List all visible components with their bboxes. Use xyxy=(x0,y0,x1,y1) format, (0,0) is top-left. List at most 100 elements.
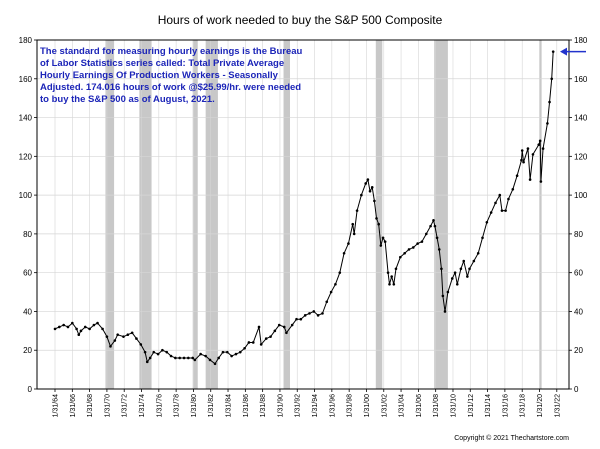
arrow-head xyxy=(560,47,567,56)
x-tick-label: 1/31/02 xyxy=(381,394,388,417)
y-tick-label-left: 20 xyxy=(23,346,32,355)
y-tick-label-right: 160 xyxy=(574,75,588,84)
annotation-line: The standard for measuring hourly earnin… xyxy=(40,46,303,57)
annotation-line: to buy the S&P 500 as of August, 2021. xyxy=(40,94,215,105)
data-point xyxy=(295,317,298,321)
x-tick-label: 1/31/88 xyxy=(260,394,267,417)
data-point xyxy=(101,327,104,331)
data-point xyxy=(193,358,197,362)
x-tick-label: 1/31/00 xyxy=(364,394,371,417)
data-point xyxy=(528,178,532,181)
data-point xyxy=(285,331,288,335)
recession-band-5 xyxy=(283,40,290,389)
data-point xyxy=(329,290,333,294)
x-tick-label: 1/31/06 xyxy=(416,394,423,417)
data-point xyxy=(165,350,169,354)
data-point xyxy=(515,174,519,178)
data-point xyxy=(494,201,497,205)
data-point xyxy=(191,356,194,360)
data-point xyxy=(424,232,428,236)
data-point xyxy=(79,329,83,333)
x-tick-label: 1/31/80 xyxy=(191,394,198,417)
y-tick-label-right: 0 xyxy=(574,385,579,394)
y-tick-label-left: 180 xyxy=(19,36,33,45)
x-tick-label: 1/31/20 xyxy=(537,394,544,417)
data-point xyxy=(364,182,368,185)
data-point xyxy=(548,100,551,104)
x-tick-label: 1/31/94 xyxy=(312,394,319,417)
x-tick-label: 1/31/68 xyxy=(87,394,94,417)
x-tick-label: 1/31/08 xyxy=(433,394,440,417)
data-point xyxy=(257,325,261,329)
x-tick-label: 1/31/72 xyxy=(122,394,129,417)
data-point xyxy=(352,232,356,236)
annotation-block: The standard for measuring hourly earnin… xyxy=(40,46,303,105)
y-tick-label-right: 100 xyxy=(574,191,588,200)
latest-value-arrow xyxy=(560,47,586,56)
data-point xyxy=(541,147,545,150)
data-point xyxy=(178,356,181,360)
data-point xyxy=(443,310,447,313)
recession-band-4 xyxy=(205,40,218,389)
data-point xyxy=(208,358,212,362)
axes: 0 0 20 20 40 40 60 60 80 80 100 100 120 120 140 140 160 1… xyxy=(19,36,588,417)
data-point xyxy=(455,283,459,286)
x-tick-label: 1/31/22 xyxy=(554,394,561,417)
data-point xyxy=(366,178,370,181)
data-point xyxy=(58,325,61,329)
data-point xyxy=(522,160,525,164)
annotation-line: Adjusted. 174.016 hours of work @$25.99/… xyxy=(40,82,301,93)
y-tick-label-left: 80 xyxy=(23,230,32,239)
data-point xyxy=(351,222,355,226)
data-point xyxy=(550,77,554,81)
data-point xyxy=(135,337,138,340)
x-tick-label: 1/31/18 xyxy=(520,394,527,417)
data-point xyxy=(182,356,186,360)
data-point xyxy=(96,321,99,325)
data-point xyxy=(71,321,74,325)
recession-band-8 xyxy=(539,40,542,389)
y-tick-label-left: 140 xyxy=(19,114,33,123)
x-tick-label: 1/31/14 xyxy=(485,394,492,417)
recession-band-6 xyxy=(375,40,383,389)
data-point xyxy=(139,343,143,346)
y-tick-label-right: 40 xyxy=(574,307,583,316)
data-point xyxy=(66,325,70,329)
data-point xyxy=(539,180,543,183)
data-point xyxy=(290,323,294,327)
y-tick-label-left: 160 xyxy=(19,75,33,84)
data-point xyxy=(520,149,524,152)
data-point xyxy=(381,236,385,240)
data-point xyxy=(429,224,432,228)
data-point xyxy=(312,310,316,313)
data-point xyxy=(368,189,372,193)
x-tick-label: 1/31/64 xyxy=(53,394,60,417)
data-point xyxy=(386,271,390,274)
data-point xyxy=(459,267,463,271)
data-point xyxy=(411,246,415,249)
data-point xyxy=(485,220,489,224)
x-tick-label: 1/31/04 xyxy=(399,394,406,417)
x-tick-label: 1/31/74 xyxy=(139,394,146,417)
data-point xyxy=(383,240,387,243)
data-point xyxy=(526,147,530,150)
data-point xyxy=(370,186,374,189)
x-tick-label: 1/31/16 xyxy=(502,394,509,417)
data-point xyxy=(489,211,493,214)
x-tick-label: 1/31/76 xyxy=(156,394,163,417)
data-point xyxy=(375,217,378,220)
copyright-label: Copyright © 2021 Thechartstore.com xyxy=(454,434,569,442)
data-point xyxy=(116,333,119,337)
x-tick-label: 1/31/82 xyxy=(208,394,215,417)
y-tick-label-right: 60 xyxy=(574,269,583,278)
data-point xyxy=(130,331,134,335)
y-tick-label-left: 40 xyxy=(23,307,32,316)
y-tick-label-right: 180 xyxy=(574,36,588,45)
data-point xyxy=(316,314,320,317)
x-tick-label: 1/31/84 xyxy=(226,394,233,417)
data-point xyxy=(92,323,96,327)
data-point xyxy=(537,143,541,146)
data-point xyxy=(273,329,277,333)
data-point xyxy=(472,259,476,263)
